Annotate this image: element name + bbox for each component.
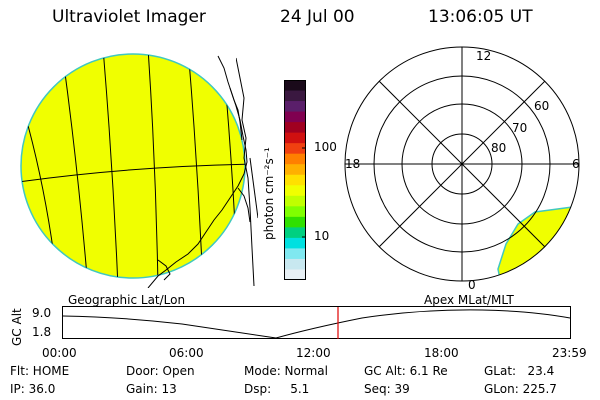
colorbar-band — [284, 248, 306, 260]
colorbar-unit-label: photon cm⁻²s⁻¹ — [262, 147, 276, 240]
colorbar-tick-10: 10 — [314, 229, 330, 243]
status-gc-alt: GC Alt: 6.1 Re — [364, 364, 448, 378]
colorbar-band — [284, 216, 306, 228]
time-label: 13:06:05 UT — [428, 7, 533, 27]
lat-label-70: 70 — [512, 121, 527, 135]
colorbar-band — [284, 174, 306, 186]
mlt-label-0: 0 — [468, 278, 476, 292]
status-flt: Flt: HOME — [10, 364, 70, 378]
altitude-tick-max: 9.0 — [32, 306, 52, 320]
aurora-patch — [497, 205, 579, 281]
time-tick-0000: 00:00 — [42, 346, 77, 360]
altitude-plot — [62, 306, 571, 339]
status-dsp: Dsp: 5.1 — [244, 382, 310, 396]
time-tick-0600: 06:00 — [169, 346, 204, 360]
time-tick-2359: 23:59 — [552, 346, 587, 360]
altitude-tick-min: 1.8 — [32, 325, 52, 339]
lat-label-60: 60 — [534, 99, 549, 113]
mlt-label-18: 18 — [345, 157, 360, 171]
mlt-label-12: 12 — [476, 49, 491, 63]
polar-plot: 12 18 6 0 60 70 80 — [344, 46, 580, 292]
colorbar-band — [284, 164, 306, 176]
colorbar-band — [284, 111, 306, 123]
time-tick-1200: 12:00 — [296, 346, 331, 360]
status-door: Door: Open — [126, 364, 195, 378]
colorbar-band — [284, 90, 306, 102]
colorbar-band — [284, 237, 306, 249]
colorbar-band — [284, 185, 306, 197]
colorbar-band — [284, 153, 306, 165]
coastline-outside — [236, 57, 255, 287]
instrument-title: Ultraviolet Imager — [52, 7, 206, 27]
colorbar-band — [284, 206, 306, 218]
apex-projection-label: Apex MLat/MLT — [424, 293, 514, 307]
time-tick-1800: 18:00 — [424, 346, 459, 360]
title-bar: Ultraviolet Imager 24 Jul 00 13:06:05 UT — [0, 0, 600, 40]
colorbar-band — [284, 122, 306, 134]
colorbar-band — [284, 195, 306, 207]
polar-grid — [344, 46, 580, 282]
status-glat: GLat: 23.4 — [484, 364, 555, 378]
status-seq: Seq: 39 — [364, 382, 410, 396]
status-mode: Mode: Normal — [244, 364, 328, 378]
colorbar-band — [284, 269, 306, 280]
colorbar-frame — [284, 80, 306, 280]
colorbar-band — [284, 101, 306, 113]
colorbar-band — [284, 132, 306, 144]
status-ip: IP: 36.0 — [10, 382, 56, 396]
geographic-image — [20, 53, 258, 288]
date-label: 24 Jul 00 — [280, 7, 355, 27]
altitude-axis-label: GC Alt — [10, 308, 24, 346]
status-glon: GLon: 225.7 — [484, 382, 557, 396]
colorbar-tick-100: 100 — [314, 140, 337, 154]
colorbar-band — [284, 80, 306, 92]
altitude-curve — [62, 309, 571, 339]
colorbar — [284, 80, 306, 280]
mlt-label-6: 6 — [572, 157, 580, 171]
coastline — [147, 55, 251, 288]
lat-label-80: 80 — [491, 141, 506, 155]
colorbar-band — [284, 258, 306, 270]
status-gain: Gain: 13 — [126, 382, 177, 396]
geo-projection-label: Geographic Lat/Lon — [68, 293, 186, 307]
globe-disc — [20, 53, 246, 279]
colorbar-band — [284, 227, 306, 239]
colorbar-band — [284, 143, 306, 155]
